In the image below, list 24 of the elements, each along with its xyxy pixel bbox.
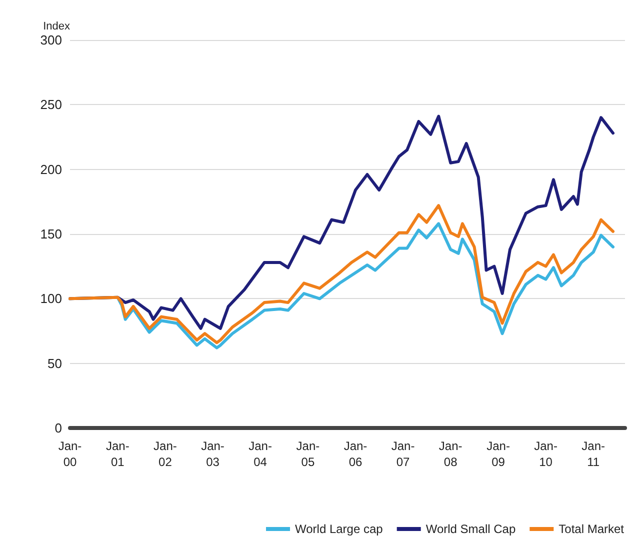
x-tick-label: Jan- 02 xyxy=(154,439,177,469)
y-tick-label: 0 xyxy=(54,420,62,436)
x-tick-label: Jan- 00 xyxy=(58,439,82,469)
x-tick-label: Jan- 11 xyxy=(582,439,606,469)
x-tick-label: Jan- 01 xyxy=(106,439,130,469)
y-tick-label: 200 xyxy=(40,162,62,177)
y-tick-label: 250 xyxy=(40,97,62,112)
legend-label: World Large cap xyxy=(295,522,384,536)
x-tick-label: Jan- 07 xyxy=(391,439,415,469)
x-tick-label: Jan- 03 xyxy=(201,439,224,469)
y-tick-label: 100 xyxy=(40,291,62,306)
line-series xyxy=(68,204,615,344)
y-tick-label: 50 xyxy=(48,356,62,371)
legend-label: World Small Cap xyxy=(426,522,516,536)
x-tick-label: Jan- 08 xyxy=(438,439,462,469)
x-tick-label: Jan- 10 xyxy=(534,439,558,469)
x-tick-label: Jan- 09 xyxy=(486,439,510,469)
x-tick-label: Jan- 05 xyxy=(296,439,320,469)
x-tick-label: Jan- 04 xyxy=(248,439,272,469)
legend-label: Total Market xyxy=(558,522,625,536)
x-tick-label: Jan- 06 xyxy=(344,439,368,469)
y-tick-label: 300 xyxy=(40,32,62,48)
y-tick-label: 150 xyxy=(40,226,62,242)
y-axis-title: Index xyxy=(43,20,70,32)
